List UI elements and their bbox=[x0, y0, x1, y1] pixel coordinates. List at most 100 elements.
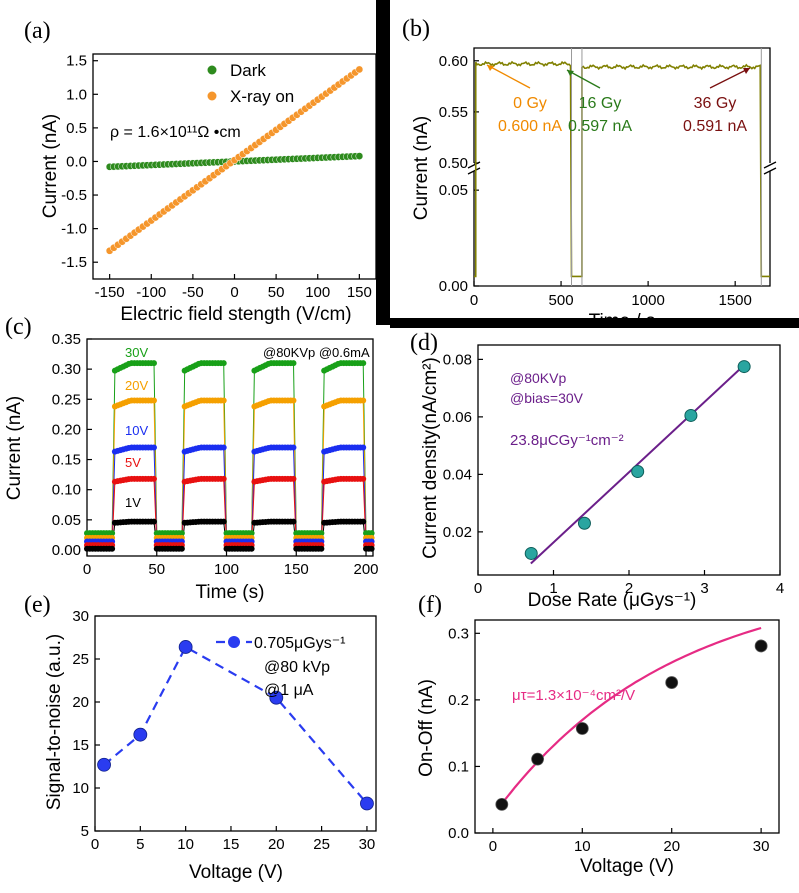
data-point bbox=[318, 545, 325, 552]
chart-a-series-xray bbox=[105, 65, 364, 255]
chart-a: -150 -100 -50 0 50 100 150 1.5 1.0 0.5 0.0 -0.5 -1.0… bbox=[40, 53, 377, 325]
chart-d-ticks: 0 1 2 3 4 0.02 0.04 0.06 0.08 bbox=[443, 351, 784, 597]
annotation-current-16gy: 0.597 nA bbox=[568, 118, 632, 135]
x-tick-label: 150 bbox=[347, 284, 372, 301]
data-point bbox=[290, 518, 297, 525]
annotation-arrow-36gy bbox=[709, 67, 751, 89]
current-trace bbox=[474, 60, 770, 278]
data-point bbox=[150, 397, 157, 404]
data-point bbox=[631, 465, 645, 478]
y-tick-label: 0.10 bbox=[52, 482, 81, 499]
data-point bbox=[150, 518, 157, 525]
chart-f: 0 10 20 30 0.0 0.1 0.2 0.3 μτ=1.3×10⁻⁴cm²/V On-… bbox=[416, 619, 780, 877]
chart-f-dots bbox=[495, 639, 768, 811]
data-point bbox=[220, 475, 227, 482]
legend-label-dark: Dark bbox=[230, 61, 266, 80]
x-tick-label: 2 bbox=[625, 580, 633, 597]
chart-e-legend-label: 0.705μGys⁻¹ bbox=[254, 635, 345, 652]
y-tick-label: 0.2 bbox=[448, 692, 469, 709]
data-point bbox=[178, 530, 185, 537]
axis-break-right bbox=[763, 161, 777, 175]
y-tick-label: 0.00 bbox=[52, 542, 81, 559]
x-tick-label: -100 bbox=[136, 284, 166, 301]
chart-f-fit-curve bbox=[500, 626, 762, 805]
data-point bbox=[150, 475, 157, 482]
y-tick-label: 0.60 bbox=[439, 53, 468, 70]
chart-e-dots bbox=[97, 640, 374, 811]
chart-c-dots bbox=[84, 360, 375, 552]
chart-f-ticks: 0 10 20 30 0.0 0.1 0.2 0.3 bbox=[448, 625, 769, 855]
chart-c-frame bbox=[86, 338, 374, 557]
y-tick-label: 0.00 bbox=[439, 278, 468, 295]
data-point bbox=[665, 676, 679, 689]
data-point bbox=[575, 722, 589, 735]
x-tick-label: 1500 bbox=[718, 292, 751, 309]
x-tick-label: 100 bbox=[214, 561, 239, 578]
y-tick-label: 0.25 bbox=[52, 391, 81, 408]
data-point bbox=[150, 360, 157, 367]
x-tick-label: 50 bbox=[148, 561, 165, 578]
panel-label-f: (f) bbox=[418, 592, 442, 618]
y-tick-label: 0.1 bbox=[448, 758, 469, 775]
x-tick-label: 20 bbox=[663, 838, 680, 855]
annotation-dose-0gy: 0 Gy bbox=[513, 95, 547, 112]
y-tick-label: 0.35 bbox=[52, 331, 81, 348]
panel-label-d: (d) bbox=[410, 330, 438, 356]
y-tick-label: 0.20 bbox=[52, 421, 81, 438]
chart-c-ylabel: Current (nA) bbox=[4, 396, 25, 501]
chart-d-annotation-bias: @bias=30V bbox=[510, 390, 584, 406]
y-tick-label: 0.30 bbox=[52, 361, 81, 378]
x-tick-label: 150 bbox=[284, 561, 309, 578]
annotation-arrow-16gy bbox=[566, 69, 601, 89]
chart-e-frame bbox=[94, 615, 377, 832]
chart-a-ticks: -150 -100 -50 0 50 100 150 1.5 1.0 0.5 0.0 -0.5 -1.0… bbox=[61, 53, 372, 301]
data-point bbox=[318, 530, 325, 537]
chart-e-legend-marker bbox=[228, 636, 240, 648]
y-tick-label: 0.0 bbox=[66, 153, 87, 170]
data-point bbox=[360, 518, 367, 525]
chart-d-dots bbox=[524, 360, 751, 560]
x-tick-label: 1 bbox=[549, 580, 557, 597]
arrow-head-36gy bbox=[743, 68, 750, 74]
annotation-dose-36gy: 36 Gy bbox=[694, 95, 737, 112]
x-tick-label: 0 bbox=[474, 580, 482, 597]
chart-b-ylabel: Current (nA) bbox=[411, 116, 432, 221]
data-point bbox=[737, 360, 751, 374]
chart-e-dashed-line bbox=[103, 645, 368, 805]
data-point bbox=[495, 797, 509, 811]
series-label-10v: 10V bbox=[125, 423, 148, 438]
x-tick-label: 200 bbox=[354, 561, 379, 578]
chart-c-ticks: 0 50 100 150 200 0.00 0.05 0.10 0.15 0.20 0.25 0.30… bbox=[52, 331, 379, 578]
x-tick-label: 25 bbox=[313, 836, 330, 853]
x-tick-label: 15 bbox=[223, 836, 240, 853]
chart-f-xlabel: Voltage (V) bbox=[580, 856, 674, 877]
annotation-arrow-0gy bbox=[486, 64, 531, 89]
chart-f-mobility-annotation: μτ=1.3×10⁻⁴cm²/V bbox=[512, 687, 635, 704]
chart-a-series-dark bbox=[105, 152, 364, 171]
y-tick-label: 0.50 bbox=[439, 155, 468, 172]
legend-marker-xray bbox=[207, 91, 217, 101]
series-label-1v: 1V bbox=[125, 495, 141, 510]
y-tick-label: 1.0 bbox=[66, 86, 87, 103]
x-tick-label: 20 bbox=[268, 836, 285, 853]
y-tick-label: 15 bbox=[72, 737, 89, 754]
y-tick-label: 20 bbox=[72, 694, 89, 711]
y-tick-label: 0.05 bbox=[439, 182, 468, 199]
y-tick-label: 10 bbox=[72, 780, 89, 797]
data-point bbox=[368, 545, 375, 552]
data-point bbox=[360, 796, 374, 811]
chart-c-conditions: @80KVp @0.6mA bbox=[263, 345, 370, 360]
chart-e-annotation-ua: @1 μA bbox=[264, 682, 314, 699]
x-tick-label: 3 bbox=[700, 580, 708, 597]
x-tick-label: -50 bbox=[182, 284, 204, 301]
data-point bbox=[684, 408, 698, 422]
series-label-20v: 20V bbox=[125, 378, 148, 393]
y-tick-label: 0.0 bbox=[448, 825, 469, 842]
chart-e-ylabel: Signal-to-noise (a.u.) bbox=[44, 634, 65, 810]
data-point bbox=[269, 690, 284, 705]
chart-b-ticks: 0 500 1000 1500 0.60 0.55 0.50 0.05 0.00 bbox=[439, 53, 752, 309]
annotation-current-36gy: 0.591 nA bbox=[683, 118, 747, 135]
y-tick-label: 0.55 bbox=[439, 104, 468, 121]
x-tick-label: 0 bbox=[489, 838, 497, 855]
